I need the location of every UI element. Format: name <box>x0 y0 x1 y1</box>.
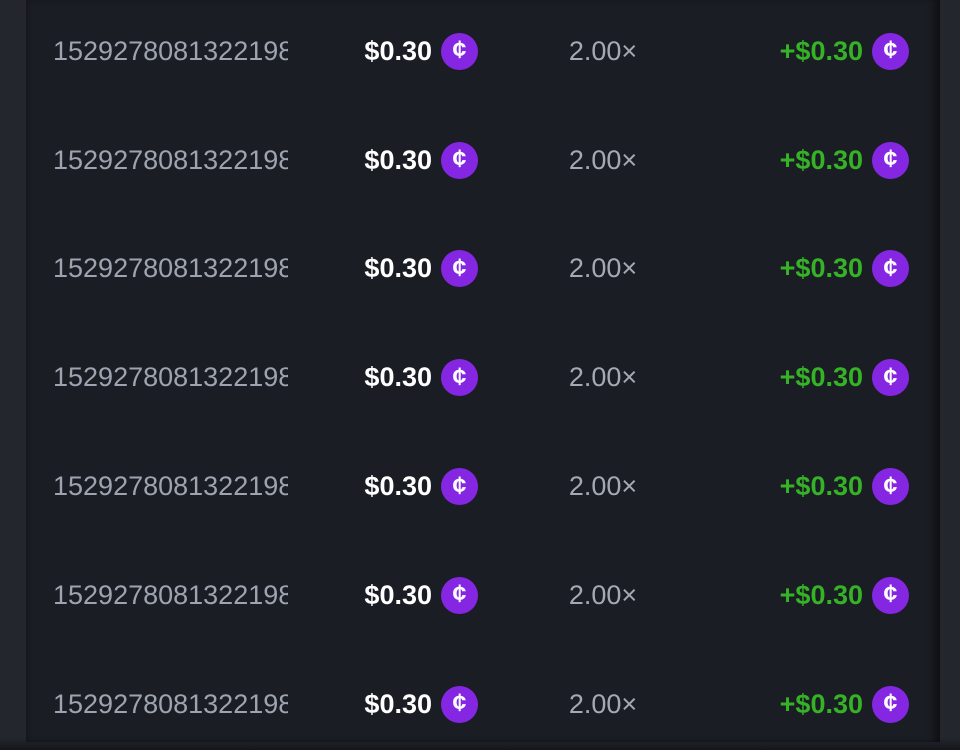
cent-coin-icon: ¢ <box>441 685 478 723</box>
cent-coin-icon: ¢ <box>441 250 478 288</box>
bet-amount-cell: $0.30 ¢ <box>288 141 478 179</box>
cent-coin-icon: ¢ <box>441 359 478 397</box>
bet-payout-value: +$0.30 <box>779 471 863 502</box>
bet-payout-cell: +$0.30 ¢ <box>728 32 909 70</box>
bet-payout-cell: +$0.30 ¢ <box>728 576 909 614</box>
cent-coin-icon: ¢ <box>872 32 909 70</box>
bet-payout-value: +$0.30 <box>779 253 863 284</box>
bet-amount-cell: $0.30 ¢ <box>288 468 478 506</box>
bet-multiplier: 2.00× <box>568 579 638 610</box>
bet-amount-cell: $0.30 ¢ <box>288 32 478 70</box>
bet-multiplier: 2.00× <box>568 253 638 284</box>
bet-row[interactable]: 1529278081322198 $0.30 ¢ 2.00× +$0.30 ¢ <box>26 323 940 432</box>
bet-row[interactable]: 1529278081322198 $0.30 ¢ 2.00× +$0.30 ¢ <box>26 432 940 541</box>
bet-id-link[interactable]: 1529278081322198 <box>53 688 288 719</box>
bet-row[interactable]: 1529278081322198 $0.30 ¢ 2.00× +$0.30 ¢ <box>26 106 940 215</box>
cent-coin-icon: ¢ <box>872 468 909 506</box>
bet-amount-value: $0.30 <box>364 471 432 502</box>
bet-amount-value: $0.30 <box>364 144 432 175</box>
bet-amount-cell: $0.30 ¢ <box>288 359 478 397</box>
cent-coin-icon: ¢ <box>872 685 909 723</box>
bet-payout-cell: +$0.30 ¢ <box>728 359 909 397</box>
cent-coin-icon: ¢ <box>872 576 909 614</box>
bet-id-link[interactable]: 1529278081322198 <box>53 35 288 66</box>
bet-payout-value: +$0.30 <box>779 144 863 175</box>
bet-multiplier: 2.00× <box>568 471 638 502</box>
bet-payout-cell: +$0.30 ¢ <box>728 685 909 723</box>
bet-row[interactable]: 1529278081322198 $0.30 ¢ 2.00× +$0.30 ¢ <box>26 650 940 742</box>
bet-id-link[interactable]: 1529278081322198 <box>53 253 288 284</box>
bet-amount-value: $0.30 <box>364 362 432 393</box>
cent-coin-icon: ¢ <box>872 359 909 397</box>
bet-amount-value: $0.30 <box>364 35 432 66</box>
bet-id-link[interactable]: 1529278081322198 <box>53 471 288 502</box>
bet-payout-value: +$0.30 <box>779 579 863 610</box>
bet-payout-cell: +$0.30 ¢ <box>728 250 909 288</box>
bet-amount-cell: $0.30 ¢ <box>288 685 478 723</box>
bets-table-rows: 1529278081322198 $0.30 ¢ 2.00× +$0.30 ¢ … <box>26 0 940 742</box>
bet-payout-value: +$0.30 <box>779 362 863 393</box>
bet-row[interactable]: 1529278081322198 $0.30 ¢ 2.00× +$0.30 ¢ <box>26 215 940 324</box>
bet-amount-value: $0.30 <box>364 253 432 284</box>
cent-coin-icon: ¢ <box>441 576 478 614</box>
bet-amount-cell: $0.30 ¢ <box>288 576 478 614</box>
bet-payout-cell: +$0.30 ¢ <box>728 141 909 179</box>
bet-payout-value: +$0.30 <box>779 35 863 66</box>
cent-coin-icon: ¢ <box>872 141 909 179</box>
cent-coin-icon: ¢ <box>872 250 909 288</box>
bet-row[interactable]: 1529278081322198 $0.30 ¢ 2.00× +$0.30 ¢ <box>26 541 940 650</box>
bet-id-link[interactable]: 1529278081322198 <box>53 579 288 610</box>
bet-amount-value: $0.30 <box>364 579 432 610</box>
bet-payout-cell: +$0.30 ¢ <box>728 468 909 506</box>
bet-payout-value: +$0.30 <box>779 688 863 719</box>
cent-coin-icon: ¢ <box>441 141 478 179</box>
bet-multiplier: 2.00× <box>568 362 638 393</box>
bet-id-link[interactable]: 1529278081322198 <box>53 144 288 175</box>
bet-row[interactable]: 1529278081322198 $0.30 ¢ 2.00× +$0.30 ¢ <box>26 0 940 106</box>
bet-multiplier: 2.00× <box>568 144 638 175</box>
bet-multiplier: 2.00× <box>568 688 638 719</box>
cent-coin-icon: ¢ <box>441 468 478 506</box>
bet-amount-value: $0.30 <box>364 688 432 719</box>
bet-id-link[interactable]: 1529278081322198 <box>53 362 288 393</box>
bet-amount-cell: $0.30 ¢ <box>288 250 478 288</box>
bets-table-panel: 1529278081322198 $0.30 ¢ 2.00× +$0.30 ¢ … <box>26 0 940 742</box>
bet-multiplier: 2.00× <box>568 35 638 66</box>
cent-coin-icon: ¢ <box>441 32 478 70</box>
